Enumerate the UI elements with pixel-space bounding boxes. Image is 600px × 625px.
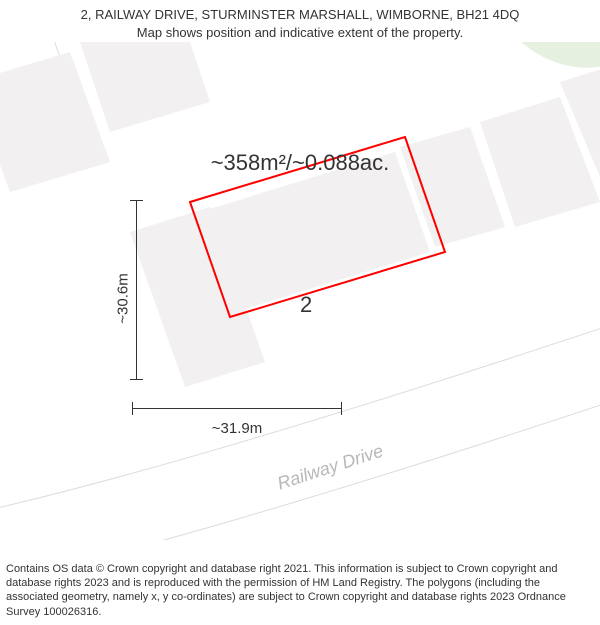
map-subtitle: Map shows position and indicative extent… xyxy=(10,24,590,42)
map-header: 2, RAILWAY DRIVE, STURMINSTER MARSHALL, … xyxy=(0,0,600,45)
area-measurement-label: ~358m²/~0.088ac. xyxy=(0,150,600,176)
vertical-dimension: ~30.6m xyxy=(108,200,148,380)
property-map: ~358m²/~0.088ac. 2 ~30.6m ~31.9m Railway… xyxy=(0,42,600,540)
copyright-footer: Contains OS data © Crown copyright and d… xyxy=(0,558,600,625)
vertical-dimension-tick-top xyxy=(130,200,143,201)
vertical-dimension-line xyxy=(136,200,137,380)
horizontal-dimension-label: ~31.9m xyxy=(132,420,342,437)
parcel-number-label: 2 xyxy=(300,292,312,318)
horizontal-dimension-tick-left xyxy=(132,402,133,415)
horizontal-dimension-line xyxy=(132,408,342,409)
horizontal-dimension: ~31.9m xyxy=(132,402,342,442)
vertical-dimension-tick-bottom xyxy=(130,379,143,380)
property-address-title: 2, RAILWAY DRIVE, STURMINSTER MARSHALL, … xyxy=(10,6,590,24)
horizontal-dimension-tick-right xyxy=(341,402,342,415)
vertical-dimension-label: ~30.6m xyxy=(115,273,132,323)
